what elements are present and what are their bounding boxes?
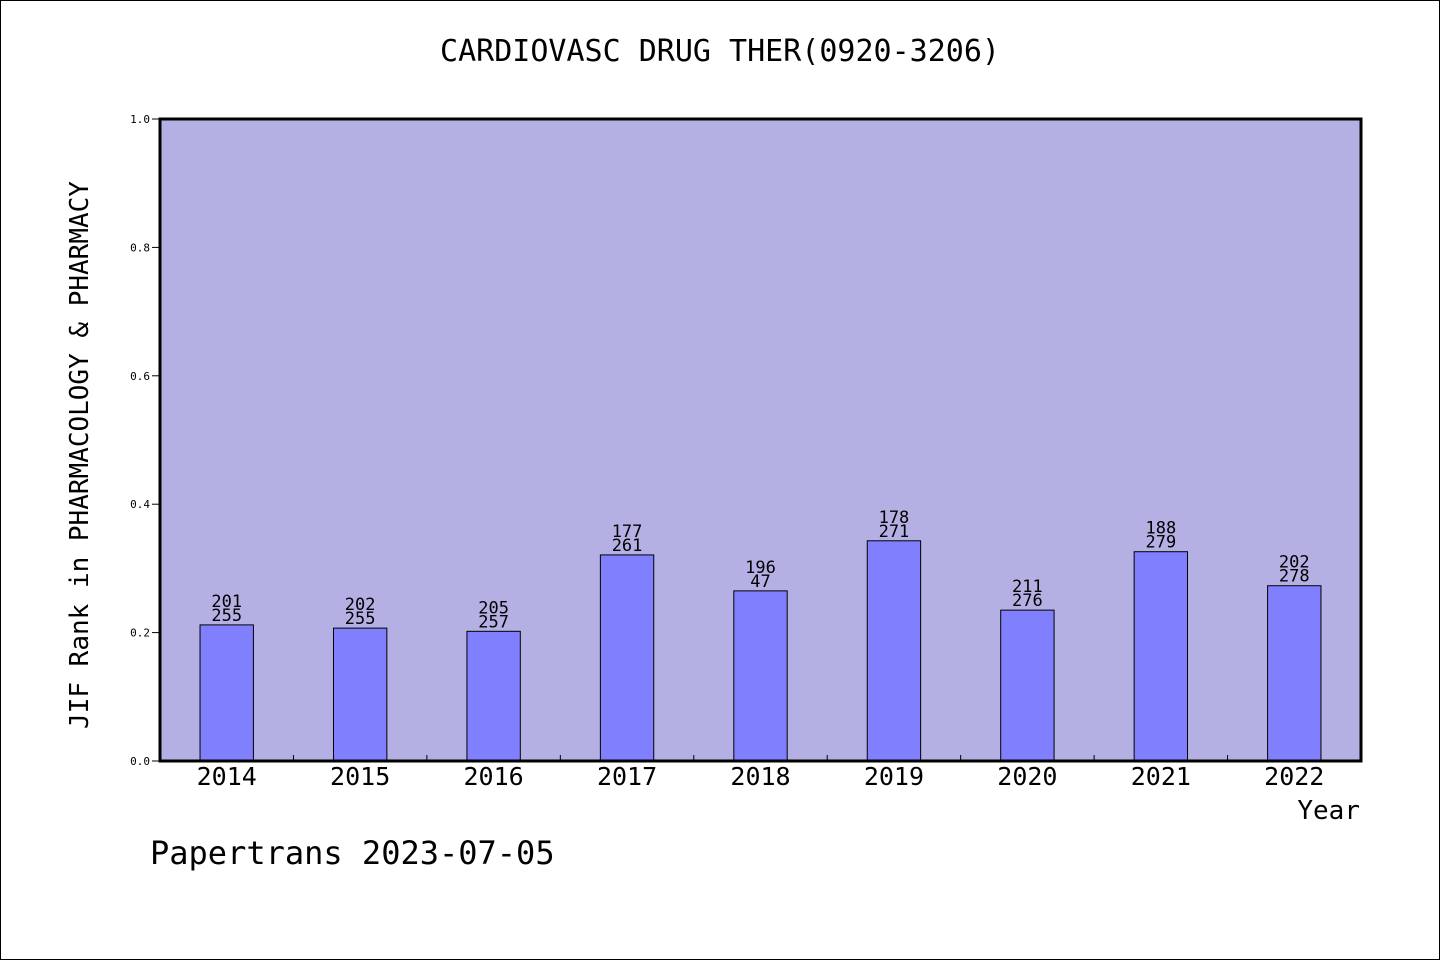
bar-label-total: 271 [879,522,910,542]
x-tick-label: 2019 [864,762,924,791]
x-tick-label: 2021 [1131,762,1191,791]
bar-2020 [1000,609,1055,762]
x-tick-label: 2015 [330,762,390,791]
bar-2021 [1133,551,1189,762]
bar-2016 [466,630,521,762]
bar-label-total: 276 [1012,591,1043,611]
bar-2017 [599,554,655,762]
bar-label-total: 279 [1145,533,1176,553]
bar-label-rank: 211 [1012,577,1043,597]
x-tick-label: 2022 [1264,762,1324,791]
x-tick-label: 2017 [597,762,657,791]
bar-label-total: 47 [750,572,770,592]
y-tick-label: 0.2 [130,627,150,640]
bar-label-rank: 205 [478,598,509,618]
bar-2014 [199,624,254,762]
x-tick-label: 2014 [197,762,257,791]
bar-2019 [866,540,922,762]
y-tick-label: 0.6 [130,370,150,383]
bar-2022 [1267,585,1322,762]
x-axis-label: Year [1297,796,1360,826]
bar-label-rank: 178 [879,508,910,528]
bar-label-rank: 202 [345,595,376,615]
plot-border [158,117,1363,763]
y-tick-label: 1.0 [130,113,150,126]
bar-label-total: 255 [345,609,376,629]
bar-2018 [733,590,788,762]
y-tick-label: 0.4 [130,498,150,511]
x-tick-label: 2016 [464,762,524,791]
bar-label-rank: 188 [1145,519,1176,539]
bar-label-rank: 201 [211,592,242,612]
bar-label-rank: 177 [612,522,643,542]
bar-label-total: 255 [211,606,242,626]
bar-label-total: 278 [1279,567,1310,587]
x-tick-label: 2018 [730,762,790,791]
watermark-text: Papertrans 2023-07-05 [150,834,555,872]
y-tick-label: 0.8 [130,241,150,254]
y-tick-label: 0.0 [130,755,150,768]
x-tick-label: 2020 [997,762,1057,791]
bar-label-rank: 202 [1279,553,1310,573]
chart-title: CARDIOVASC DRUG THER(0920-3206) [440,34,1000,69]
bar-label-total: 257 [478,612,509,632]
bar-label-total: 261 [612,536,643,556]
bar-2015 [332,627,388,762]
bar-label-rank: 196 [745,558,776,578]
